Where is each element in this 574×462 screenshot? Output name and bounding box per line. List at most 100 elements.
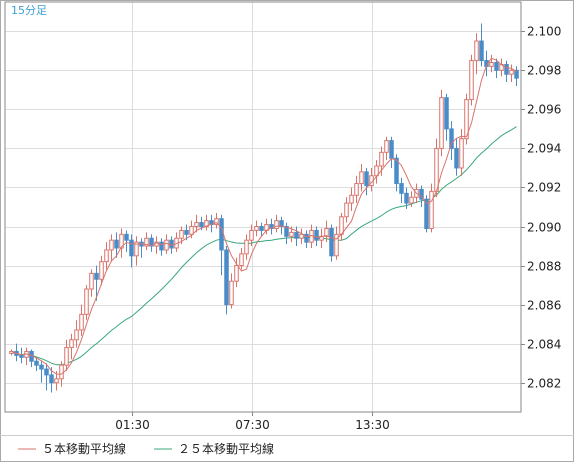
legend-label-ma25: ２５本移動平均線 xyxy=(178,441,274,456)
candle xyxy=(69,333,74,360)
candle xyxy=(504,60,509,83)
ma5-layer xyxy=(11,57,517,375)
candle xyxy=(384,136,389,161)
candle-body-down xyxy=(454,147,459,169)
candle xyxy=(99,255,104,286)
candle-body-up xyxy=(509,69,514,75)
candle xyxy=(349,187,354,211)
candle-body-down xyxy=(329,227,334,257)
candle xyxy=(489,54,494,73)
candle xyxy=(49,367,54,393)
candle xyxy=(424,195,429,233)
candle-body-up xyxy=(254,226,259,231)
timeframe-label: 15分足 xyxy=(11,4,47,17)
candle-body-up xyxy=(214,218,219,226)
candle-body-up xyxy=(459,138,464,169)
candle-body-down xyxy=(44,368,49,376)
candle-body-up xyxy=(144,237,149,247)
candle xyxy=(44,363,49,391)
y-tick-label: 2.096 xyxy=(527,103,561,117)
candle-body-up xyxy=(239,253,244,267)
candle-body-up xyxy=(179,229,184,239)
candle-body-down xyxy=(404,192,409,204)
candle xyxy=(449,121,454,161)
candle xyxy=(479,23,484,67)
candle-body-down xyxy=(129,239,134,257)
candle-body-up xyxy=(99,261,104,280)
candle-body-up xyxy=(434,147,439,192)
candle xyxy=(244,234,249,260)
candle-body-up xyxy=(249,229,254,241)
x-tick-label: 13:30 xyxy=(355,418,390,432)
candle-body-up xyxy=(84,288,89,315)
candle-body-down xyxy=(304,233,309,243)
candle-body-down xyxy=(514,69,519,79)
candle-body-down xyxy=(259,226,264,231)
candle xyxy=(274,214,279,233)
candle xyxy=(509,64,514,83)
y-tick-label: 2.082 xyxy=(527,377,561,391)
candle xyxy=(114,232,119,258)
candle-body-up xyxy=(334,233,339,257)
candle-body-up xyxy=(489,62,494,67)
candle-body-up xyxy=(324,227,329,237)
candle-body-down xyxy=(479,40,484,62)
candle-body-up xyxy=(354,183,359,196)
candle xyxy=(454,138,459,176)
candle-body-down xyxy=(199,222,204,228)
candle xyxy=(329,224,334,262)
candle-body-up xyxy=(54,378,59,384)
ma5-line xyxy=(11,57,517,375)
candle-body-down xyxy=(124,233,129,241)
candle xyxy=(104,242,109,270)
candle xyxy=(404,187,409,209)
plot-area-border xyxy=(4,1,522,413)
candle xyxy=(249,224,254,247)
candle-body-up xyxy=(104,249,109,263)
y-tick-label: 2.094 xyxy=(527,142,561,156)
candle-body-down xyxy=(449,128,454,149)
candle-body-up xyxy=(439,97,444,149)
candle-body-down xyxy=(114,239,119,249)
candle xyxy=(284,222,289,245)
candle-body-down xyxy=(419,188,424,200)
candle xyxy=(124,230,129,252)
candle-body-up xyxy=(339,216,344,235)
candle xyxy=(214,212,219,229)
candle xyxy=(494,58,499,79)
candle-body-up xyxy=(344,202,349,218)
candle-body-up xyxy=(69,339,74,349)
candle xyxy=(164,234,169,254)
candle-body-up xyxy=(164,239,169,251)
candle-body-up xyxy=(464,99,469,140)
candle xyxy=(144,232,149,250)
candle xyxy=(439,89,444,157)
legend: ５本移動平均線 ２５本移動平均線 xyxy=(18,441,274,456)
candle-body-down xyxy=(94,272,99,280)
candle xyxy=(109,234,114,262)
candle xyxy=(224,246,229,315)
y-tick-label: 2.092 xyxy=(527,181,561,195)
candle-body-up xyxy=(349,194,354,204)
candle-body-up xyxy=(74,329,79,341)
candle-body-down xyxy=(494,62,499,71)
candle xyxy=(79,304,84,336)
grid-layer xyxy=(5,2,521,412)
candle-body-up xyxy=(189,226,194,235)
candle-body-down xyxy=(49,374,54,384)
candle xyxy=(324,220,329,243)
candle xyxy=(184,224,189,241)
candle xyxy=(294,226,299,247)
candle-body-down xyxy=(399,183,404,194)
y-tick-label: 2.090 xyxy=(527,221,561,235)
candle xyxy=(344,197,349,223)
candle xyxy=(399,177,404,204)
candle xyxy=(474,33,479,75)
candle-body-up xyxy=(379,151,384,167)
candle-body-down xyxy=(424,198,429,229)
candle-body-up xyxy=(244,239,249,255)
candle-body-down xyxy=(34,360,39,366)
candle xyxy=(39,361,44,383)
